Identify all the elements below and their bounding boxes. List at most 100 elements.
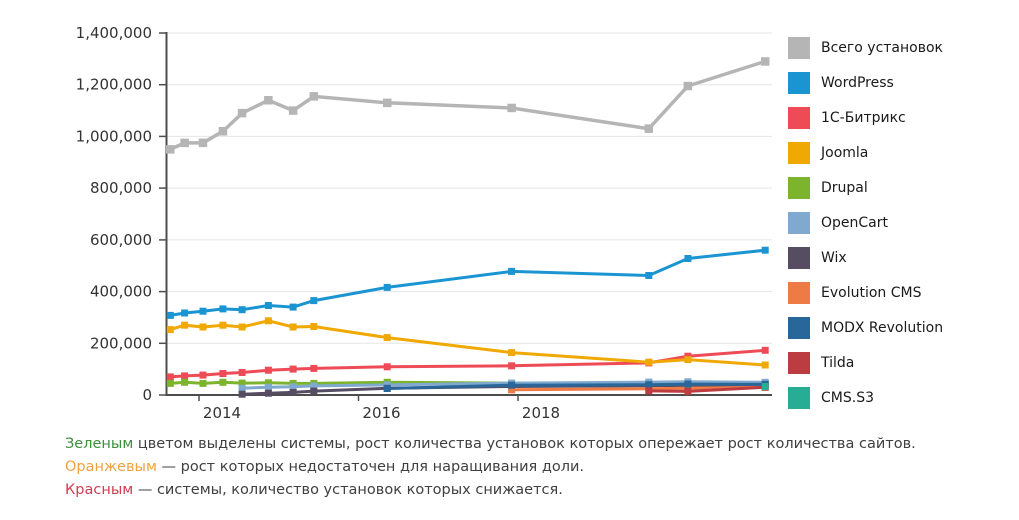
y-axis-tick-label: 1,200,000 (76, 76, 152, 94)
marker-joomla (684, 356, 692, 364)
marker-total (264, 96, 273, 105)
footnote-lead-green: Зеленым (65, 436, 134, 452)
y-axis-tick-label: 1,000,000 (76, 127, 152, 145)
marker-joomla (219, 321, 227, 329)
marker-bitrix (761, 346, 769, 354)
legend-item-joomla[interactable]: Joomla (788, 142, 943, 164)
marker-wix (264, 389, 272, 397)
legend-item-modx[interactable]: MODX Revolution (788, 317, 943, 339)
marker-drupal (166, 379, 174, 387)
marker-wordpress (684, 255, 692, 262)
marker-wordpress (645, 272, 653, 279)
marker-joomla (383, 334, 391, 342)
marker-bitrix (181, 372, 189, 380)
marker-opencart (264, 383, 272, 391)
footnote-text-red: — системы, количество установок которых … (133, 482, 563, 498)
marker-total (237, 108, 247, 118)
footnote-orange: Оранжевым — рост которых недостаточен дл… (65, 456, 916, 479)
marker-total (198, 138, 208, 148)
marker-bitrix (264, 366, 272, 374)
legend-label-drupal: Drupal (821, 180, 868, 196)
marker-bitrix (166, 373, 174, 381)
marker-modx (383, 385, 391, 392)
marker-joomla (761, 361, 769, 369)
legend-item-drupal[interactable]: Drupal (788, 177, 943, 199)
y-axis-tick-label: 400,000 (90, 283, 152, 301)
series-line-evolution (511, 385, 766, 392)
y-axis-tick-label: 800,000 (90, 179, 152, 197)
marker-modx (684, 380, 692, 388)
x-axis-tick-label: 2016 (362, 404, 400, 422)
marker-wordpress (181, 309, 189, 317)
y-axis-tick-label: 200,000 (90, 334, 152, 352)
marker-drupal (199, 379, 207, 387)
series-line-bitrix (170, 348, 766, 379)
marker-cmss3 (761, 383, 769, 390)
y-axis-tick-label: 0 (142, 386, 152, 404)
marker-wordpress (310, 297, 318, 305)
legend-swatch-modx (788, 317, 810, 339)
legend-item-tilda[interactable]: Tilda (788, 352, 943, 374)
marker-bitrix (289, 365, 297, 373)
legend-item-evolution[interactable]: Evolution CMS (788, 282, 943, 304)
legend-item-opencart[interactable]: OpenCart (788, 212, 943, 234)
legend-swatch-cmss3 (788, 387, 810, 409)
marker-joomla (508, 349, 516, 357)
x-axis-tick-label: 2014 (203, 404, 241, 422)
marker-joomla (199, 323, 207, 331)
marker-bitrix (238, 369, 246, 376)
marker-wordpress (383, 283, 391, 291)
marker-evolution (508, 386, 516, 394)
marker-opencart (289, 383, 297, 391)
legend-swatch-total (788, 37, 810, 59)
marker-wordpress (264, 302, 272, 309)
chart-canvas: 0 200,000 400,000 600,000 800,000 1,000,000 1,… (76, 24, 772, 422)
legend-item-bitrix[interactable]: 1С-Битрикс (788, 107, 943, 129)
footnote-lead-red: Красным (65, 482, 134, 498)
legend-swatch-wordpress (788, 72, 810, 94)
marker-joomla (310, 323, 318, 330)
marker-opencart (310, 382, 318, 390)
legend-item-wordpress[interactable]: WordPress (788, 72, 943, 94)
legend-swatch-bitrix (788, 107, 810, 129)
marker-total (309, 92, 319, 101)
marker-opencart (238, 384, 246, 392)
marker-wordpress (761, 246, 769, 254)
y-axis-tick-label: 600,000 (90, 231, 152, 249)
marker-total (683, 81, 693, 91)
marker-drupal (181, 378, 189, 386)
marker-bitrix (310, 364, 318, 372)
marker-wordpress (219, 305, 227, 313)
series-line-wordpress (170, 248, 766, 317)
marker-wordpress (508, 267, 516, 275)
marker-total (383, 98, 392, 108)
marker-joomla (238, 323, 246, 331)
legend-item-wix[interactable]: Wix (788, 247, 943, 269)
legend-label-modx: MODX Revolution (821, 320, 944, 336)
marker-wordpress (199, 307, 207, 315)
footnote-text-green: цветом выделены системы, рост количества… (133, 436, 916, 452)
legend-swatch-opencart (788, 212, 810, 234)
legend-label-tilda: Tilda (821, 355, 855, 371)
marker-wordpress (289, 303, 297, 311)
marker-total (761, 57, 770, 66)
legend-label-cmss3: CMS.S3 (821, 390, 874, 406)
legend-label-wix: Wix (821, 250, 847, 266)
x-axis-tick-label: 2018 (522, 404, 560, 422)
marker-total (507, 103, 516, 113)
marker-joomla (264, 317, 272, 325)
marker-joomla (166, 326, 174, 334)
legend-swatch-drupal (788, 177, 810, 199)
legend-item-total[interactable]: Всего установок (788, 37, 943, 59)
marker-bitrix (383, 363, 391, 371)
chart-legend: Всего установок WordPress 1С-Битрикс Joomla… (788, 37, 943, 422)
marker-joomla (645, 358, 653, 366)
marker-wordpress (166, 311, 174, 319)
footnote-green: Зеленым цветом выделены системы, рост ко… (65, 433, 916, 456)
marker-drupal (238, 379, 246, 387)
marker-total (180, 138, 189, 148)
marker-total (288, 106, 298, 115)
legend-label-total: Всего установок (821, 40, 943, 56)
legend-item-cmss3[interactable]: CMS.S3 (788, 387, 943, 409)
